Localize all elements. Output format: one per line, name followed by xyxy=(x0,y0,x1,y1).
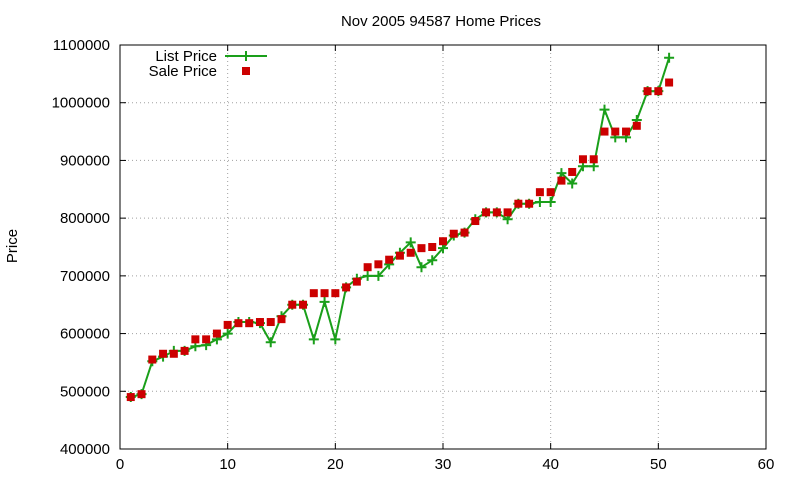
sale-price-point xyxy=(169,349,178,358)
sale-price-point xyxy=(288,300,297,309)
y-tick-label: 1000000 xyxy=(52,95,110,112)
x-tick-label: 40 xyxy=(542,456,559,473)
list-price-point xyxy=(534,196,545,207)
legend-marker-sale-price xyxy=(242,67,250,75)
series-layer xyxy=(125,52,675,403)
y-tick-label: 400000 xyxy=(60,441,110,458)
list-price-point xyxy=(222,328,233,339)
list-price-point xyxy=(599,104,610,115)
list-price-line xyxy=(130,57,671,399)
sale-price-point xyxy=(309,289,318,298)
y-tick-label: 900000 xyxy=(60,152,110,169)
sale-price-point xyxy=(525,199,534,208)
sale-price-point xyxy=(299,300,308,309)
sale-price-point xyxy=(234,319,243,328)
sale-price-point xyxy=(352,277,361,286)
list-price-point xyxy=(664,52,675,63)
y-tick-label: 500000 xyxy=(60,383,110,400)
sale-price-point xyxy=(622,127,631,136)
sale-price-point xyxy=(406,248,415,257)
sale-price-point xyxy=(417,244,426,253)
sale-price-point xyxy=(126,393,135,402)
list-price-point xyxy=(319,296,330,307)
legend-marker-list-price xyxy=(241,51,251,61)
x-tick-label: 60 xyxy=(758,456,775,473)
list-price-point xyxy=(373,270,384,281)
y-axis-label: Price xyxy=(4,229,21,263)
sale-price-point xyxy=(342,283,351,292)
list-price-point xyxy=(545,196,556,207)
x-tick-label: 20 xyxy=(327,456,344,473)
sale-price-point xyxy=(395,251,404,260)
series-sale-price xyxy=(126,78,674,402)
list-price-point xyxy=(405,237,416,248)
sale-price-point xyxy=(643,87,652,96)
sale-price-point xyxy=(202,335,211,344)
sale-price-point xyxy=(557,176,566,185)
sale-price-point xyxy=(180,346,189,355)
series-list-price xyxy=(125,52,675,403)
sale-price-point xyxy=(428,243,437,251)
sale-price-point xyxy=(266,318,275,327)
legend: List Price Sale Price xyxy=(149,48,267,80)
sale-price-point xyxy=(589,155,598,164)
sale-price-point xyxy=(320,289,329,298)
list-price-point xyxy=(567,178,578,189)
sale-price-point xyxy=(482,208,491,217)
sale-price-point xyxy=(439,237,447,246)
sale-price-point xyxy=(568,167,577,176)
sale-price-point xyxy=(492,208,501,217)
sale-price-point xyxy=(331,289,340,298)
list-price-point xyxy=(362,270,373,281)
y-tick-label: 1100000 xyxy=(53,37,110,54)
legend-label-sale-price: Sale Price xyxy=(149,63,217,80)
list-price-point xyxy=(416,262,427,273)
sale-price-point xyxy=(514,199,523,208)
sale-price-point xyxy=(245,319,254,328)
sale-price-point xyxy=(385,255,394,264)
legend-label-list-price: List Price xyxy=(155,48,217,65)
list-price-point xyxy=(330,334,341,345)
sale-price-point xyxy=(191,335,200,344)
sale-price-point xyxy=(137,390,146,399)
sale-price-point xyxy=(277,315,286,324)
sale-price-point xyxy=(600,127,609,136)
sale-price-point xyxy=(374,260,383,269)
y-tick-label: 700000 xyxy=(60,268,110,285)
sale-price-point xyxy=(611,127,620,136)
x-tick-label: 0 xyxy=(116,456,124,473)
sale-price-point xyxy=(449,229,458,238)
sale-price-point xyxy=(546,188,555,197)
ticks-layer: 0 10 20 30 40 50 60 400000 500000 600000 700000 800… xyxy=(52,37,775,473)
list-price-point xyxy=(308,334,319,345)
sale-price-point xyxy=(578,155,587,164)
sale-price-point xyxy=(654,87,663,96)
sale-price-point xyxy=(665,78,674,87)
sale-price-point xyxy=(223,320,232,329)
sale-price-point xyxy=(255,318,264,327)
sale-price-point xyxy=(460,228,469,237)
grid-layer xyxy=(120,45,766,449)
sale-price-point xyxy=(212,329,221,338)
sale-price-point xyxy=(632,121,641,130)
list-price-point xyxy=(556,168,567,179)
chart-title: Nov 2005 94587 Home Prices xyxy=(341,13,541,30)
y-tick-label: 600000 xyxy=(60,326,110,343)
sale-price-point xyxy=(535,188,544,197)
sale-price-point xyxy=(148,355,157,364)
list-price-point xyxy=(265,337,276,348)
x-tick-label: 30 xyxy=(435,456,452,473)
x-tick-label: 50 xyxy=(650,456,667,473)
list-price-point xyxy=(427,255,438,266)
sale-price-point xyxy=(471,217,480,226)
x-tick-label: 10 xyxy=(219,456,236,473)
y-tick-label: 800000 xyxy=(60,210,110,227)
sale-price-point xyxy=(159,349,168,358)
sale-price-point xyxy=(363,263,372,272)
sale-price-point xyxy=(503,208,512,217)
